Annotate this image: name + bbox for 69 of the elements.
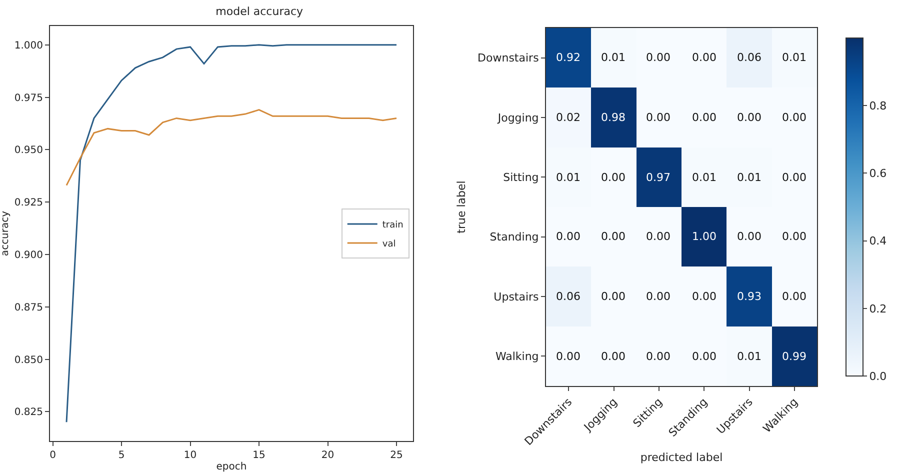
data-label: 0.01 [692, 171, 716, 184]
x-tick-label: 5 [118, 450, 125, 461]
data-label: 0.00 [646, 111, 670, 124]
color-bar-label: 0.6 [869, 167, 887, 180]
x-tick-label: 25 [390, 450, 403, 461]
line-series [66, 109, 398, 186]
data-label: 0.00 [782, 111, 806, 124]
data-label: 0.00 [692, 111, 716, 124]
y-tick-label: Upstairs [494, 290, 540, 304]
legend-label: val [382, 240, 396, 250]
y-tick-label: 1.000 [14, 40, 43, 52]
data-label: 0.00 [646, 350, 670, 363]
data-label: 0.00 [646, 290, 670, 303]
data-label: 0.92 [556, 51, 580, 64]
x-tick-label: 0 [50, 450, 56, 461]
data-label: 0.00 [601, 290, 626, 303]
x-tick-label: 10 [184, 450, 197, 461]
color-bar-label: 0.0 [869, 370, 887, 383]
y-tick-label: 0.950 [14, 145, 43, 156]
data-label: 0.01 [556, 171, 580, 184]
data-label: 0.00 [782, 230, 806, 243]
data-label: 0.06 [737, 51, 762, 64]
y-tick-label: Standing [490, 230, 539, 244]
x-axis-title: predicted label [640, 451, 723, 464]
color-bar-label: 0.8 [869, 99, 887, 112]
data-label: 0.00 [601, 350, 626, 363]
data-label: 0.00 [556, 230, 580, 243]
y-tick-label: 0.825 [14, 407, 43, 418]
y-axis-title: accuracy [0, 210, 11, 256]
y-tick-label: 0.850 [14, 354, 43, 366]
y-axis-title: true label [455, 180, 468, 234]
data-label: 0.06 [556, 290, 580, 303]
data-label: 0.99 [782, 350, 806, 363]
data-label: 0.00 [782, 290, 806, 303]
data-label: 1.00 [692, 230, 716, 243]
data-label: 0.01 [737, 350, 762, 363]
data-label: 0.01 [782, 51, 806, 64]
data-label: 0.93 [737, 290, 762, 303]
data-label: 0.00 [556, 350, 580, 363]
data-label: 0.01 [601, 51, 626, 64]
data-label: 0.00 [692, 51, 716, 64]
data-label: 0.00 [601, 230, 626, 243]
data-label: 0.98 [601, 111, 626, 124]
legend-label: train [382, 220, 404, 231]
data-label: 0.97 [646, 171, 670, 184]
y-tick-label: Walking [495, 350, 539, 364]
data-label: 0.00 [646, 51, 670, 64]
y-tick-label: 0.975 [14, 92, 43, 104]
data-label: 0.00 [782, 171, 806, 184]
y-tick-label: Sitting [503, 171, 539, 184]
data-label: 0.00 [737, 111, 762, 124]
data-label: 0.00 [692, 290, 716, 303]
x-axis-title: epoch [216, 462, 247, 472]
data-label: 0.00 [646, 230, 670, 243]
y-tick-label: 0.875 [14, 302, 43, 314]
color-bar-label: 0.4 [869, 234, 887, 248]
data-label: 0.01 [737, 171, 762, 184]
y-tick-label: Downstairs [478, 52, 540, 65]
y-tick-label: 0.925 [14, 198, 43, 209]
x-tick-label: 15 [252, 450, 266, 461]
color-bar-label: 0.2 [869, 302, 887, 316]
x-tick-label: 20 [321, 450, 334, 461]
chart-title: model accuracy [216, 4, 304, 18]
data-label: 0.00 [737, 230, 762, 243]
y-tick-label: 0.900 [14, 250, 43, 261]
data-label: 0.00 [692, 350, 716, 363]
data-label: 0.00 [601, 171, 626, 184]
y-tick-label: Jogging [496, 111, 539, 124]
data-label: 0.02 [556, 111, 580, 124]
